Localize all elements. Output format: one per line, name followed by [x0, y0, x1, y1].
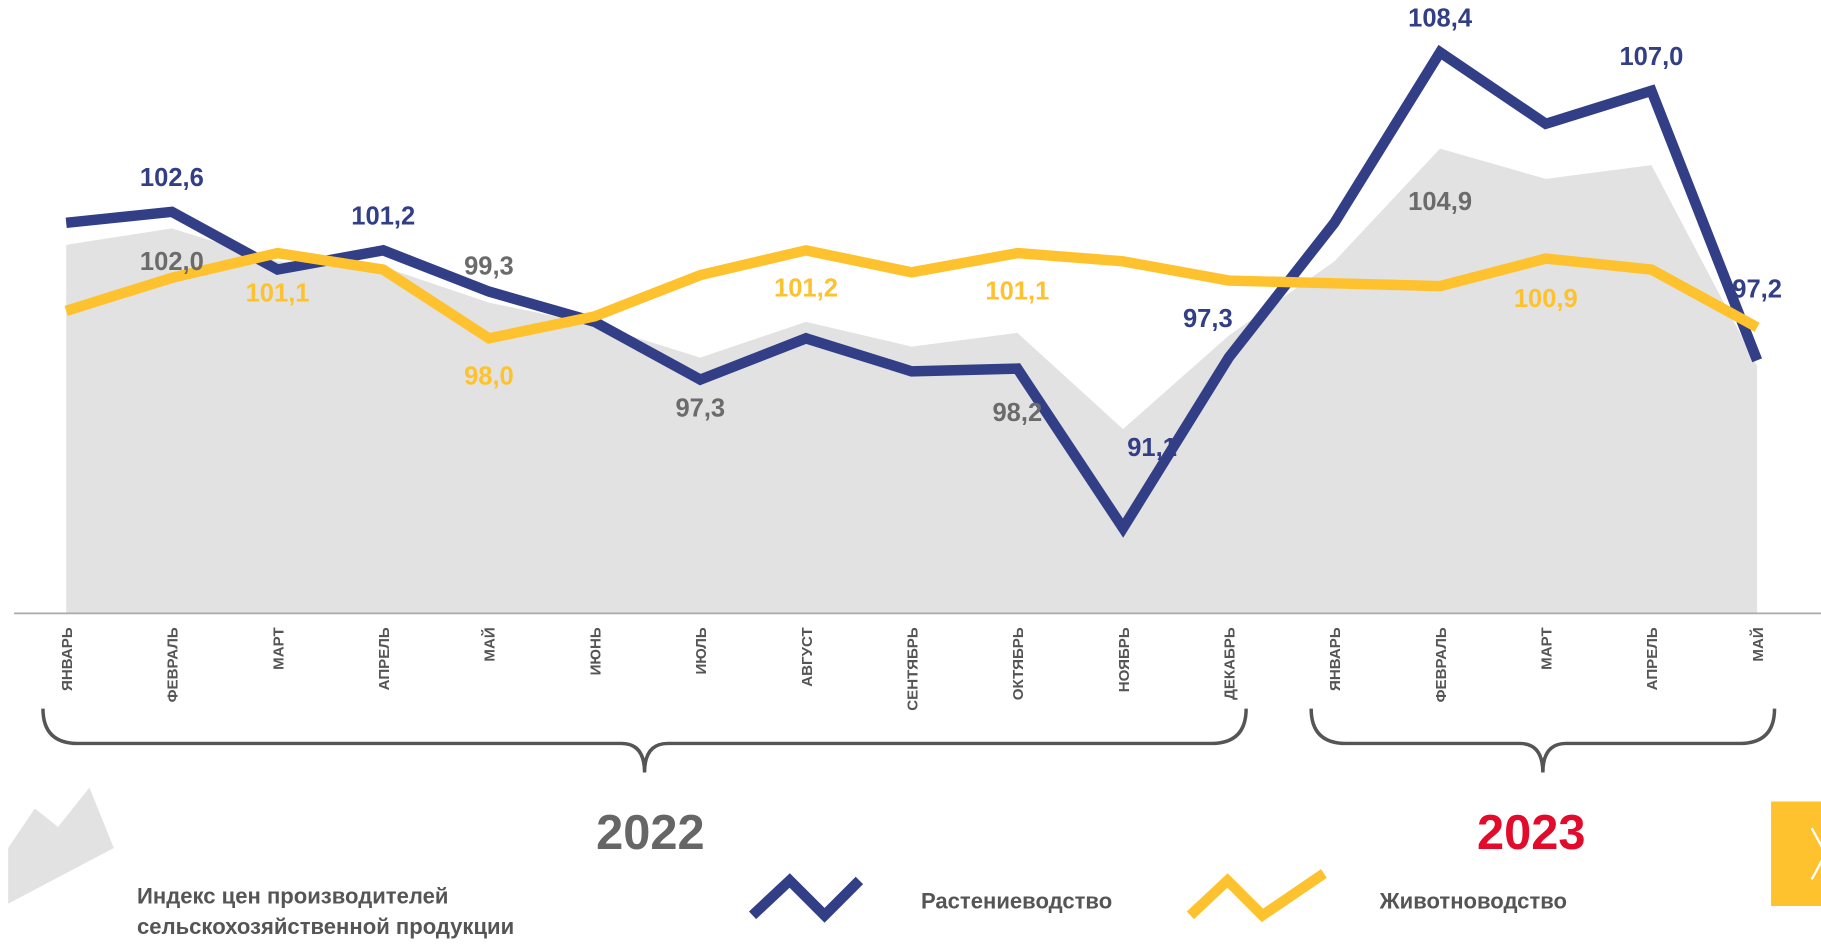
- x-tick-label: ОКТЯБРЬ: [1010, 627, 1027, 700]
- data-label: 102,0: [140, 248, 204, 276]
- x-tick-label: МАЙ: [481, 627, 499, 661]
- x-tick-label: ФЕВРАЛЬ: [165, 627, 182, 702]
- data-label: 98,0: [464, 363, 514, 391]
- data-label: 100,9: [1514, 285, 1578, 313]
- next-button[interactable]: [1771, 801, 1821, 907]
- line: [64, 244, 1760, 344]
- data-label: 101,2: [774, 275, 838, 303]
- legend-entry: Растениеводство: [920, 889, 1113, 915]
- data-label: 101,2: [351, 203, 415, 231]
- data-label: 91,1: [1127, 434, 1177, 462]
- x-tick-label: ИЮЛЬ: [693, 627, 710, 674]
- x-tick-label: АВГУСТ: [799, 627, 816, 687]
- year-label: 2023: [1477, 806, 1586, 860]
- x-tick-label: АПРЕЛЬ: [1644, 627, 1661, 690]
- data-label: 101,1: [246, 280, 310, 308]
- legend-line-icon: [748, 873, 864, 923]
- x-tick-label: СЕНТЯБРЬ: [904, 627, 921, 711]
- x-tick-label: АПРЕЛЬ: [376, 627, 393, 690]
- data-label: 98,2: [992, 399, 1042, 427]
- line: [65, 44, 1762, 538]
- next-arrow[interactable]: [1810, 827, 1821, 880]
- legend-entry: Индекс цен производителей сельскохозяйст…: [137, 885, 515, 940]
- x-tick-label: ДЕКАБРЬ: [1222, 627, 1239, 700]
- legend-label: Индекс цен производителей сельскохозяйст…: [137, 885, 515, 940]
- x-tick-label: МАЙ: [1749, 627, 1767, 661]
- area: [66, 148, 1758, 614]
- data-label: 101,1: [985, 277, 1049, 305]
- legend-label: Растениеводство: [920, 889, 1113, 915]
- x-tick-label: ИЮНЬ: [587, 627, 604, 675]
- year-brace: [41, 708, 1248, 773]
- data-label: 108,4: [1408, 5, 1473, 33]
- x-tick-label: МАРТ: [270, 627, 287, 670]
- x-tick-label: НОЯБРЬ: [1116, 627, 1133, 692]
- data-label: 97,3: [1183, 305, 1233, 333]
- legend-entry: Животноводство: [1379, 889, 1568, 915]
- data-label: 99,3: [464, 252, 514, 280]
- year-label: 2022: [596, 806, 705, 860]
- legend-label: Животноводство: [1379, 889, 1568, 915]
- data-label: 107,0: [1619, 43, 1683, 71]
- x-tick-label: ФЕВРАЛЬ: [1433, 627, 1450, 702]
- data-label: 97,3: [675, 395, 725, 423]
- x-tick-label: ЯНВАРЬ: [1327, 627, 1344, 691]
- data-label: 97,2: [1732, 275, 1782, 303]
- x-tick-label: МАРТ: [1539, 627, 1556, 670]
- x-tick-label: ЯНВАРЬ: [59, 627, 76, 691]
- legend-area-icon: [8, 787, 114, 904]
- year-brace: [1309, 708, 1777, 773]
- data-label: 102,6: [140, 164, 204, 192]
- legend-line-icon: [1186, 869, 1327, 923]
- data-label: 104,9: [1408, 188, 1472, 216]
